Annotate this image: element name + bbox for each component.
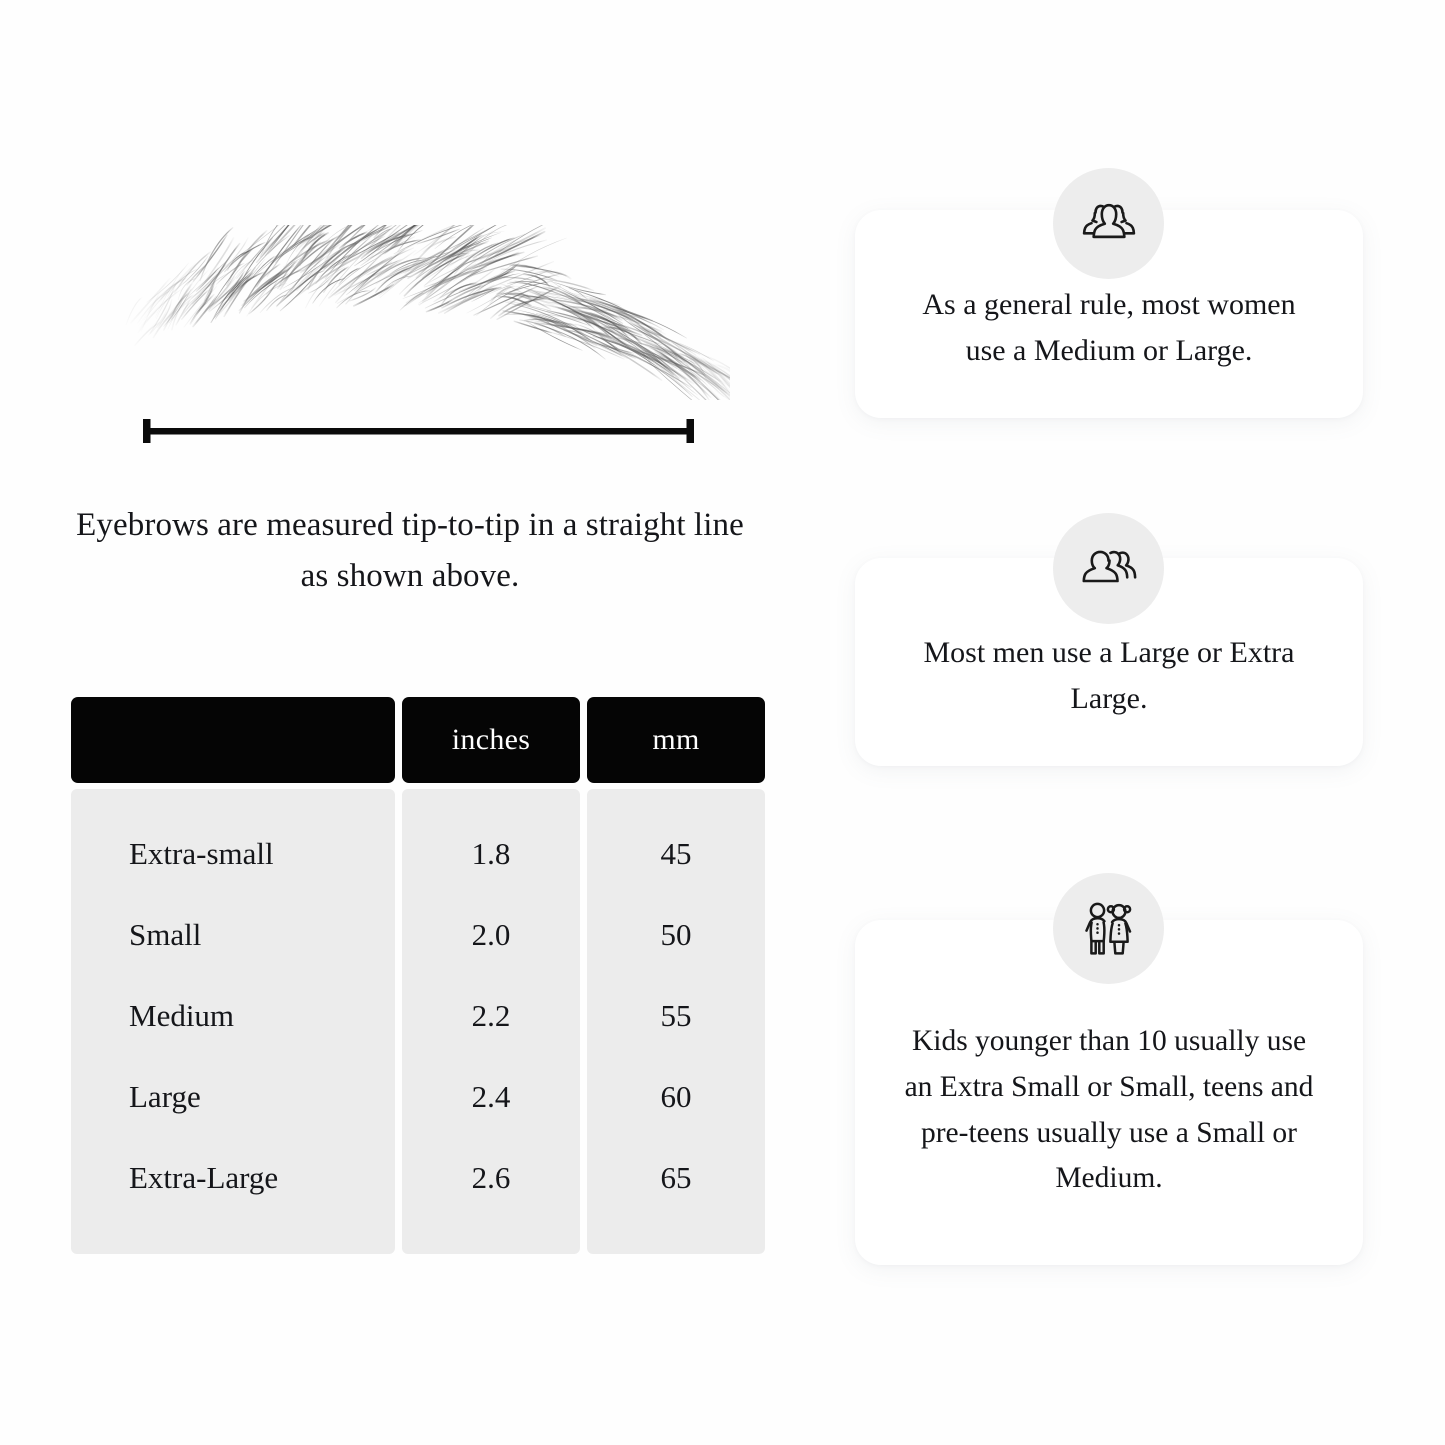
info-cards-panel: As a general rule, most women use a Medi…	[800, 0, 1445, 1445]
women-group-icon	[1053, 168, 1164, 279]
table-cell-inches: 2.0	[471, 916, 511, 952]
table-cell-mm: 45	[660, 835, 692, 871]
table-body: Extra-small Small Medium Large Extra-Lar…	[71, 789, 765, 1254]
table-cell-mm: 50	[660, 916, 692, 952]
table-row: Extra-small	[129, 835, 274, 871]
info-card-text: As a general rule, most women use a Medi…	[922, 287, 1296, 368]
men-group-icon	[1053, 513, 1164, 624]
left-panel: Eyebrows are measured tip-to-tip in a st…	[71, 225, 765, 1254]
table-column-size: Extra-small Small Medium Large Extra-Lar…	[71, 789, 395, 1254]
table-row: Medium	[129, 997, 235, 1033]
table-cell-mm: 60	[660, 1078, 692, 1114]
info-card-kids: Kids younger than 10 usually use an Extr…	[855, 920, 1363, 1265]
eyebrow-hair-illustration	[120, 225, 730, 400]
table-cell-mm: 55	[660, 997, 692, 1033]
measurement-caption: Eyebrows are measured tip-to-tip in a st…	[76, 507, 744, 594]
table-row: Large	[129, 1078, 201, 1114]
size-table: inches mm Extra-small Small Medium Large…	[71, 697, 765, 1254]
table-cell-inches: 2.6	[471, 1159, 511, 1195]
table-header-row: inches mm	[71, 697, 765, 783]
table-cell-mm: 65	[660, 1159, 692, 1195]
info-card-text: Most men use a Large or Extra Large.	[923, 635, 1295, 716]
table-row: Small	[129, 916, 202, 952]
kids-pair-icon	[1053, 873, 1164, 984]
table-cell-inches: 2.4	[471, 1078, 511, 1114]
info-card-text: Kids younger than 10 usually use an Extr…	[904, 1025, 1314, 1195]
table-header-inches: inches	[402, 697, 580, 783]
table-cell-inches: 1.8	[471, 835, 511, 871]
table-cell-inches: 2.2	[471, 997, 511, 1033]
table-column-inches: 1.8 2.0 2.2 2.4 2.6	[402, 789, 580, 1254]
table-header-mm: mm	[587, 697, 765, 783]
table-row: Extra-Large	[129, 1159, 279, 1195]
table-header-size	[71, 697, 395, 783]
tip-to-tip-measure-bar	[143, 418, 694, 444]
table-column-mm: 45 50 55 60 65	[587, 789, 765, 1254]
